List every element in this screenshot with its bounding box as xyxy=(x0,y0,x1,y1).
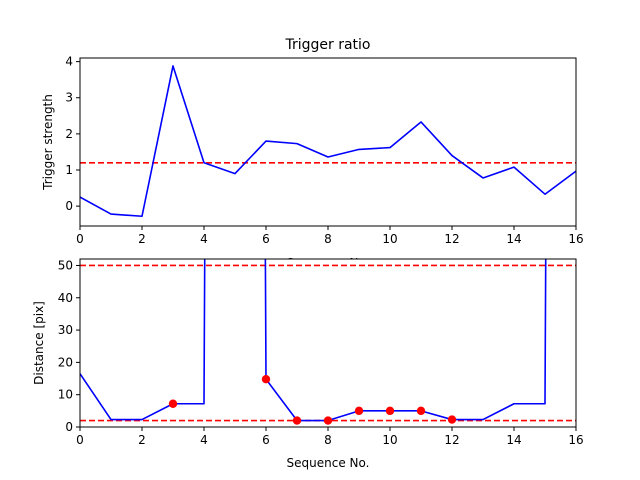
plot-background xyxy=(80,259,576,427)
x-tick-label: 10 xyxy=(382,232,397,246)
x-tick-label: 14 xyxy=(506,232,521,246)
x-tick-label: 16 xyxy=(568,232,583,246)
x-tick-label: 12 xyxy=(444,433,459,447)
x-tick-label: 0 xyxy=(76,433,84,447)
x-tick-label: 14 xyxy=(506,433,521,447)
y-tick-label: 10 xyxy=(58,388,73,402)
y-tick-label: 20 xyxy=(58,355,73,369)
x-tick-label: 4 xyxy=(200,232,208,246)
y-tick-label: 0 xyxy=(65,199,73,213)
x-tick-label: 8 xyxy=(324,433,332,447)
y-axis-label: Trigger strength xyxy=(41,94,55,191)
data-point xyxy=(354,406,364,416)
y-tick-label: 40 xyxy=(58,291,73,305)
data-point xyxy=(261,374,271,384)
y-tick-label: 3 xyxy=(65,91,73,105)
x-tick-label: 2 xyxy=(138,433,146,447)
plot-frame xyxy=(79,57,577,227)
chart-title: Trigger ratio xyxy=(284,37,370,53)
data-point xyxy=(385,406,395,416)
data-point xyxy=(416,406,426,416)
x-tick-label: 16 xyxy=(568,433,583,447)
x-tick-label: 6 xyxy=(262,232,270,246)
x-tick-label: 10 xyxy=(382,433,397,447)
y-tick-label: 50 xyxy=(58,258,73,272)
x-tick-label: 12 xyxy=(444,232,459,246)
x-tick-label: 2 xyxy=(138,232,146,246)
x-tick-label: 6 xyxy=(262,433,270,447)
distance-chart: 0 2 4 6 8 10 12 14 16 0 10 20 30 40 50 Sequence No. Di… xyxy=(32,258,584,470)
y-tick-label: 1 xyxy=(65,163,73,177)
data-point xyxy=(168,399,178,408)
data-point xyxy=(292,416,302,425)
x-tick-label: 0 xyxy=(76,232,84,246)
x-axis-label: Sequence No. xyxy=(287,456,370,470)
x-tick-label: 8 xyxy=(324,232,332,246)
y-tick-label: 30 xyxy=(58,323,73,337)
y-tick-label: 0 xyxy=(65,420,73,434)
y-axis-label: Distance [pix] xyxy=(32,301,46,385)
series-line xyxy=(80,65,576,218)
y-tick-label: 2 xyxy=(65,127,73,141)
data-point xyxy=(447,415,457,424)
x-tick-label: 4 xyxy=(200,433,208,447)
y-tick-label: 4 xyxy=(65,55,73,69)
data-point xyxy=(323,416,333,425)
